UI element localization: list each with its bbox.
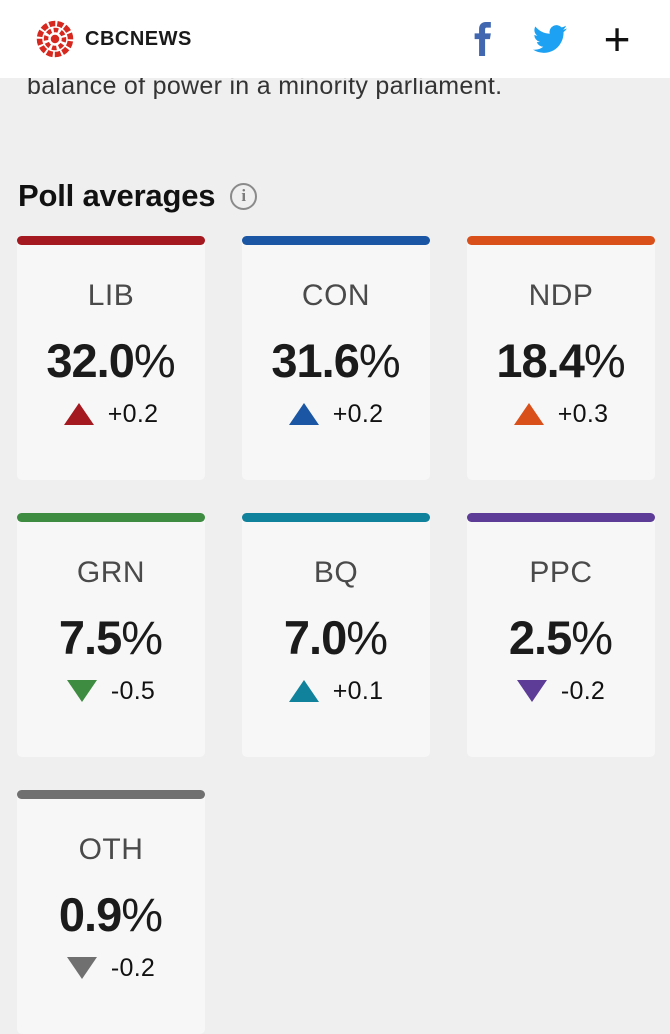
party-card: GRN 7.5% -0.5	[17, 513, 205, 757]
poll-percentage-number: 2.5	[508, 611, 572, 664]
info-icon[interactable]: i	[230, 182, 258, 210]
cbc-news-logo[interactable]: CBCNEWS	[34, 18, 192, 60]
party-color-bar	[242, 513, 430, 522]
party-color-bar	[17, 790, 205, 799]
party-color-bar	[17, 236, 205, 245]
trend-up-icon	[513, 403, 544, 426]
trend-down-icon	[66, 680, 97, 703]
poll-percentage: 18.4%	[496, 335, 625, 387]
percent-sign: %	[583, 334, 626, 387]
poll-percentage: 7.0%	[284, 612, 388, 664]
poll-change-row: +0.3	[513, 399, 609, 429]
trend-up-icon	[63, 403, 94, 426]
party-abbreviation: OTH	[78, 833, 144, 866]
poll-percentage-number: 7.5	[58, 611, 122, 664]
brand-wordmark: CBCNEWS	[85, 27, 192, 50]
poll-percentage-number: 31.6	[271, 334, 359, 387]
party-color-bar	[17, 513, 205, 522]
poll-percentage-number: 0.9	[58, 888, 122, 941]
party-card: BQ 7.0% +0.1	[242, 513, 430, 757]
info-glyph: i	[241, 186, 247, 205]
poll-percentage: 0.9%	[59, 889, 163, 941]
poll-change-row: +0.1	[288, 676, 384, 706]
section-title: Poll averages	[18, 178, 216, 213]
party-abbreviation: LIB	[87, 279, 135, 312]
party-card: LIB 32.0% +0.2	[17, 236, 205, 480]
trend-up-icon	[288, 680, 319, 703]
poll-change-value: +0.2	[107, 399, 159, 428]
page-content: balance of power in a minority parliamen…	[0, 70, 670, 1034]
party-card: CON 31.6% +0.2	[242, 236, 430, 480]
poll-percentage-number: 32.0	[46, 334, 134, 387]
plus-icon: +	[603, 13, 631, 65]
percent-sign: %	[133, 334, 176, 387]
poll-change-value: +0.1	[332, 676, 384, 705]
poll-averages-section-header: Poll averages i	[18, 178, 670, 214]
party-color-bar	[242, 236, 430, 245]
poll-change-value: +0.3	[557, 399, 609, 428]
facebook-share-icon[interactable]	[463, 19, 503, 59]
poll-percentage-number: 7.0	[283, 611, 347, 664]
party-abbreviation: BQ	[313, 556, 359, 589]
poll-change-value: -0.5	[110, 676, 156, 705]
party-abbreviation: CON	[301, 279, 371, 312]
party-card: NDP 18.4% +0.3	[467, 236, 655, 480]
poll-change-row: +0.2	[288, 399, 384, 429]
poll-change-row: +0.2	[63, 399, 159, 429]
cbc-gem-icon	[36, 20, 74, 58]
party-abbreviation: GRN	[76, 556, 146, 589]
party-abbreviation: NDP	[528, 279, 594, 312]
poll-change-row: -0.2	[516, 676, 606, 706]
percent-sign: %	[121, 888, 164, 941]
site-header: CBCNEWS +	[0, 0, 670, 78]
party-color-bar	[467, 513, 655, 522]
party-card: OTH 0.9% -0.2	[17, 790, 205, 1034]
party-color-bar	[467, 236, 655, 245]
trend-up-icon	[288, 403, 319, 426]
poll-cards-grid: LIB 32.0% +0.2 CON 31.6% +0.2 NDP 18.4% …	[17, 236, 655, 1034]
trend-down-icon	[66, 957, 97, 980]
party-card: PPC 2.5% -0.2	[467, 513, 655, 757]
poll-change-value: -0.2	[560, 676, 606, 705]
poll-percentage: 32.0%	[46, 335, 175, 387]
percent-sign: %	[571, 611, 614, 664]
social-share-bar: +	[463, 13, 637, 65]
percent-sign: %	[358, 334, 401, 387]
more-share-options-icon[interactable]: +	[597, 13, 637, 65]
twitter-share-icon[interactable]	[530, 19, 570, 59]
trend-down-icon	[516, 680, 547, 703]
poll-change-row: -0.5	[66, 676, 156, 706]
poll-percentage-number: 18.4	[496, 334, 584, 387]
poll-change-row: -0.2	[66, 953, 156, 983]
percent-sign: %	[121, 611, 164, 664]
poll-change-value: -0.2	[110, 953, 156, 982]
poll-percentage: 2.5%	[509, 612, 613, 664]
poll-percentage: 7.5%	[59, 612, 163, 664]
poll-percentage: 31.6%	[271, 335, 400, 387]
poll-change-value: +0.2	[332, 399, 384, 428]
percent-sign: %	[346, 611, 389, 664]
party-abbreviation: PPC	[529, 556, 593, 589]
